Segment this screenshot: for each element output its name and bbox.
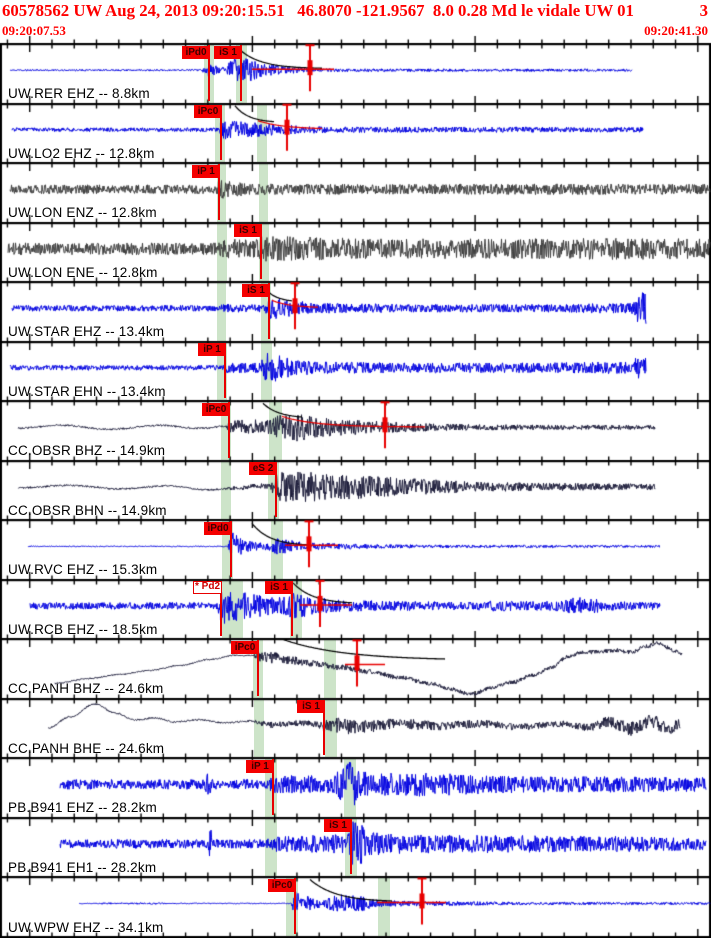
phase-pick-label[interactable]: iPc0	[231, 640, 259, 654]
phase-pick-label[interactable]: iS 1	[214, 45, 242, 59]
phase-pick-label[interactable]: eS 2	[249, 462, 277, 476]
station-label: CC.PANH BHZ -- 24.6km	[8, 681, 164, 697]
phase-pick-label[interactable]: iPd0	[182, 45, 210, 59]
phase-pick-line[interactable]	[291, 580, 293, 637]
station-label: UW.RER EHZ -- 8.8km	[8, 86, 150, 102]
phase-pick-label[interactable]: iPd0	[204, 521, 232, 535]
station-label: UW.LON ENZ -- 12.8km	[8, 205, 157, 221]
station-label: UW.LO2 EHZ -- 12.8km	[8, 145, 155, 161]
header-line-1: 60578562 UW Aug 24, 2013 09:20:15.51 46.…	[2, 0, 708, 22]
phase-pick-line[interactable]	[350, 818, 352, 875]
header-line-2: 09:20:07.53 09:20:41.30	[2, 22, 708, 40]
phase-pick-label[interactable]: iPc0	[202, 402, 230, 416]
phase-pick-line[interactable]	[323, 699, 325, 756]
phase-pick-line[interactable]	[294, 878, 296, 934]
phase-pick-label[interactable]: iS 1	[265, 581, 293, 595]
station-label: UW.STAR EHZ -- 13.4km	[8, 324, 165, 340]
event-summary: 60578562 UW Aug 24, 2013 09:20:15.51 46.…	[2, 1, 634, 20]
phase-pick-line[interactable]	[218, 164, 220, 220]
phase-pick-line[interactable]	[240, 45, 242, 101]
station-label: UW.STAR EHN -- 13.4km	[8, 383, 166, 399]
phase-pick-label[interactable]: iPc0	[194, 105, 222, 119]
window-start-time: 09:20:07.53	[2, 23, 66, 38]
phase-pick-line[interactable]	[228, 402, 230, 458]
phase-pick-line[interactable]	[275, 461, 277, 518]
phase-pick-label[interactable]: iS 1	[234, 224, 262, 238]
station-label: PB.B941 EHZ -- 28.2km	[8, 800, 158, 816]
phase-pick-line[interactable]	[220, 104, 222, 161]
phase-pick-label[interactable]: iS 1	[242, 283, 270, 297]
station-label: UW.RCB EHZ -- 18.5km	[8, 621, 158, 637]
phase-pick-line[interactable]	[220, 580, 222, 637]
phase-pick-line[interactable]	[208, 45, 210, 101]
phase-pick-label[interactable]: * Pd2	[193, 581, 222, 595]
phase-pick-line[interactable]	[260, 223, 262, 280]
phase-pick-label[interactable]: iP 1	[246, 759, 274, 773]
station-label: CC.PANH BHE -- 24.6km	[8, 740, 165, 756]
phase-pick-line[interactable]	[257, 640, 259, 696]
phase-pick-label[interactable]: iP 1	[198, 343, 226, 357]
phase-pick-line[interactable]	[268, 283, 270, 339]
phase-pick-line[interactable]	[272, 759, 274, 815]
station-label: CC.OBSR BHZ -- 14.9km	[8, 443, 166, 459]
window-end-time: 09:20:41.30	[644, 23, 708, 38]
phase-pick-line[interactable]	[224, 342, 226, 399]
station-label: PB.B941 EH1 -- 28.2km	[8, 859, 157, 875]
station-label: UW.LON ENE -- 12.8km	[8, 264, 158, 280]
phase-pick-label[interactable]: iS 1	[297, 700, 325, 714]
station-label: UW.WPW EHZ -- 34.1km	[8, 919, 164, 935]
station-label: CC.OBSR BHN -- 14.9km	[8, 502, 167, 518]
event-flag: 3	[699, 1, 708, 20]
phase-pick-label[interactable]: iS 1	[324, 819, 352, 833]
phase-pick-label[interactable]: iP 1	[192, 164, 220, 178]
phase-pick-label[interactable]: iPc0	[268, 878, 296, 892]
phase-pick-line[interactable]	[230, 521, 232, 577]
station-label: UW.RVC EHZ -- 15.3km	[8, 562, 158, 578]
